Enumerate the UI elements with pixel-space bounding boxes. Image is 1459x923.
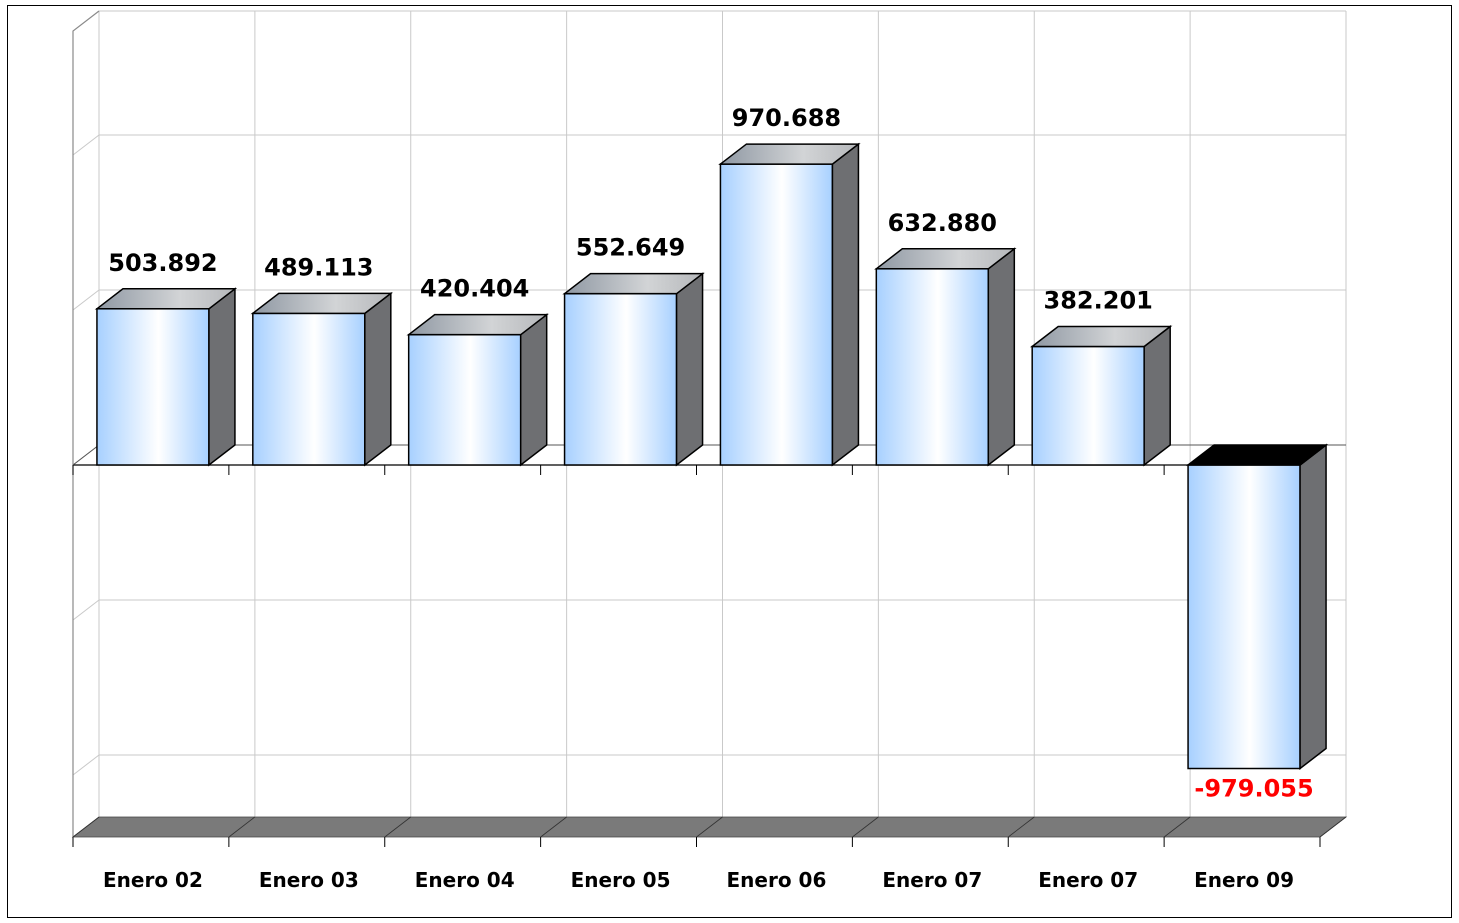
floor-divider bbox=[1008, 816, 1035, 838]
gridline-side bbox=[72, 599, 100, 621]
floor-divider bbox=[540, 816, 567, 838]
bar bbox=[250, 291, 394, 467]
category-label: Enero 05 bbox=[571, 868, 671, 892]
bar bbox=[94, 287, 238, 467]
bar-front bbox=[1187, 464, 1301, 770]
bar-side bbox=[1299, 443, 1327, 771]
data-label: 632.880 bbox=[888, 209, 997, 237]
floor-divider bbox=[696, 816, 723, 838]
bar-front bbox=[875, 268, 990, 466]
bar-side bbox=[675, 272, 704, 467]
data-labels: 503.892 489.113 420.404 552.649 970.688 632.8… bbox=[108, 104, 1313, 802]
bar-top bbox=[94, 288, 238, 310]
category-label: Enero 06 bbox=[727, 868, 827, 892]
bar bbox=[562, 272, 705, 467]
bar-top bbox=[874, 248, 1017, 270]
bar-side bbox=[364, 291, 392, 467]
bar-front bbox=[1031, 345, 1145, 466]
bar-front bbox=[96, 308, 210, 466]
side-wall bbox=[72, 10, 100, 837]
data-label: 503.892 bbox=[108, 249, 217, 277]
bar-front bbox=[719, 163, 834, 466]
category-label: Enero 03 bbox=[259, 868, 359, 892]
bar-side bbox=[987, 247, 1016, 467]
bar-side bbox=[831, 142, 860, 467]
floor-divider bbox=[1163, 816, 1191, 838]
gridline-side bbox=[72, 289, 100, 311]
data-label: 382.201 bbox=[1044, 287, 1153, 315]
floor-divider bbox=[228, 816, 256, 838]
bars bbox=[94, 142, 1329, 771]
data-label: 552.649 bbox=[576, 234, 685, 262]
gridline-side bbox=[72, 754, 100, 776]
gridline-side bbox=[72, 134, 100, 156]
bar-front bbox=[563, 292, 678, 466]
bar-top bbox=[718, 143, 861, 165]
axes bbox=[71, 444, 1348, 847]
bar-side bbox=[1143, 324, 1171, 467]
floor-divider bbox=[72, 816, 100, 838]
bar-side bbox=[208, 287, 236, 467]
bar-top bbox=[1029, 325, 1173, 348]
bar-front bbox=[252, 312, 366, 466]
bar-front bbox=[407, 333, 522, 466]
bar-side bbox=[519, 313, 548, 467]
data-label: 489.113 bbox=[264, 253, 373, 281]
bar bbox=[718, 142, 861, 467]
category-label: Enero 07 bbox=[1038, 868, 1138, 892]
bar bbox=[874, 247, 1017, 467]
category-label: Enero 09 bbox=[1194, 868, 1294, 892]
data-label: -979.055 bbox=[1194, 775, 1313, 803]
bar-top bbox=[1185, 444, 1329, 466]
floor-divider bbox=[852, 816, 879, 838]
zero-axis-side bbox=[72, 444, 100, 466]
bar-top bbox=[406, 313, 549, 336]
category-label: Enero 04 bbox=[415, 868, 515, 892]
category-label: Enero 07 bbox=[882, 868, 982, 892]
floor-divider bbox=[384, 816, 411, 838]
data-label: 420.404 bbox=[420, 275, 529, 303]
bar bbox=[1029, 324, 1173, 467]
data-label: 970.688 bbox=[732, 104, 841, 132]
floor-divider bbox=[1319, 816, 1347, 838]
bar bbox=[406, 313, 549, 467]
bar-top bbox=[562, 272, 705, 295]
category-label: Enero 02 bbox=[103, 868, 203, 892]
bar bbox=[1185, 443, 1329, 771]
bar-top bbox=[250, 292, 394, 315]
category-labels: Enero 02 Enero 03 Enero 04 Enero 05 Enero 06… bbox=[103, 868, 1294, 892]
